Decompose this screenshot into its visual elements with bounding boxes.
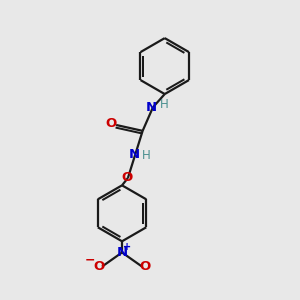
- Text: −: −: [84, 254, 95, 267]
- Text: O: O: [105, 117, 116, 130]
- Text: H: H: [142, 149, 151, 162]
- Text: O: O: [140, 260, 151, 273]
- Text: H: H: [160, 98, 169, 111]
- Text: O: O: [121, 172, 132, 184]
- Text: O: O: [93, 260, 105, 273]
- Text: N: N: [128, 148, 140, 161]
- Text: +: +: [123, 242, 131, 252]
- Text: N: N: [145, 101, 156, 114]
- Text: N: N: [116, 246, 128, 259]
